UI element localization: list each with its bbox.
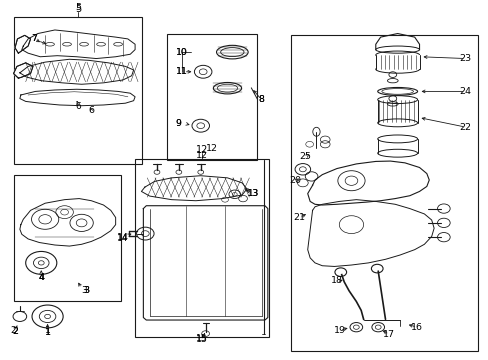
Text: 20: 20 [289,176,301,185]
Text: 7: 7 [32,35,37,44]
Text: 1: 1 [44,328,50,337]
Text: 1: 1 [44,326,50,335]
Bar [166,33,256,160]
Text: 22: 22 [459,123,471,132]
Text: 17: 17 [383,330,395,339]
Text: 16: 16 [410,323,422,332]
Text: 7: 7 [31,35,38,44]
Polygon shape [15,35,30,53]
Text: 8: 8 [258,95,264,104]
Text: 10: 10 [175,48,186,57]
Text: 14: 14 [117,234,128,243]
Bar [290,35,477,351]
Text: 9: 9 [175,119,181,128]
Text: 11: 11 [175,67,187,76]
Text: 6: 6 [75,102,81,111]
Text: 15: 15 [195,335,207,344]
Text: 2: 2 [11,326,16,335]
Text: 9: 9 [175,119,181,128]
Text: 18: 18 [330,276,342,285]
Text: 8: 8 [258,95,264,104]
Text: 14: 14 [116,233,128,242]
Text: 13: 13 [247,189,259,198]
Text: 1: 1 [44,328,50,337]
Text: 10: 10 [175,48,187,57]
Text: 3: 3 [81,286,87,295]
Bar [135,158,268,337]
Text: 25: 25 [299,152,311,161]
Text: 4: 4 [38,273,44,282]
Text: 2: 2 [12,327,18,336]
Text: 13: 13 [246,189,259,198]
Text: 12: 12 [205,144,217,153]
Text: 15: 15 [196,334,207,343]
Text: 5: 5 [75,3,81,12]
Text: 19: 19 [333,325,345,334]
Bar [14,175,120,301]
Text: 4: 4 [39,273,44,282]
Polygon shape [14,63,33,78]
Text: 3: 3 [83,286,89,295]
Text: 3: 3 [83,286,89,295]
Text: 2: 2 [12,327,18,336]
Text: 24: 24 [459,87,471,96]
Text: 12: 12 [195,145,208,155]
Text: 21: 21 [293,213,305,222]
Text: 12: 12 [196,151,208,160]
Text: 6: 6 [88,106,94,115]
Text: 4: 4 [38,273,44,282]
Bar [375,55,419,69]
Text: 23: 23 [459,54,471,63]
Text: 11: 11 [175,67,186,76]
Text: 5: 5 [75,4,81,14]
Bar [14,18,142,164]
